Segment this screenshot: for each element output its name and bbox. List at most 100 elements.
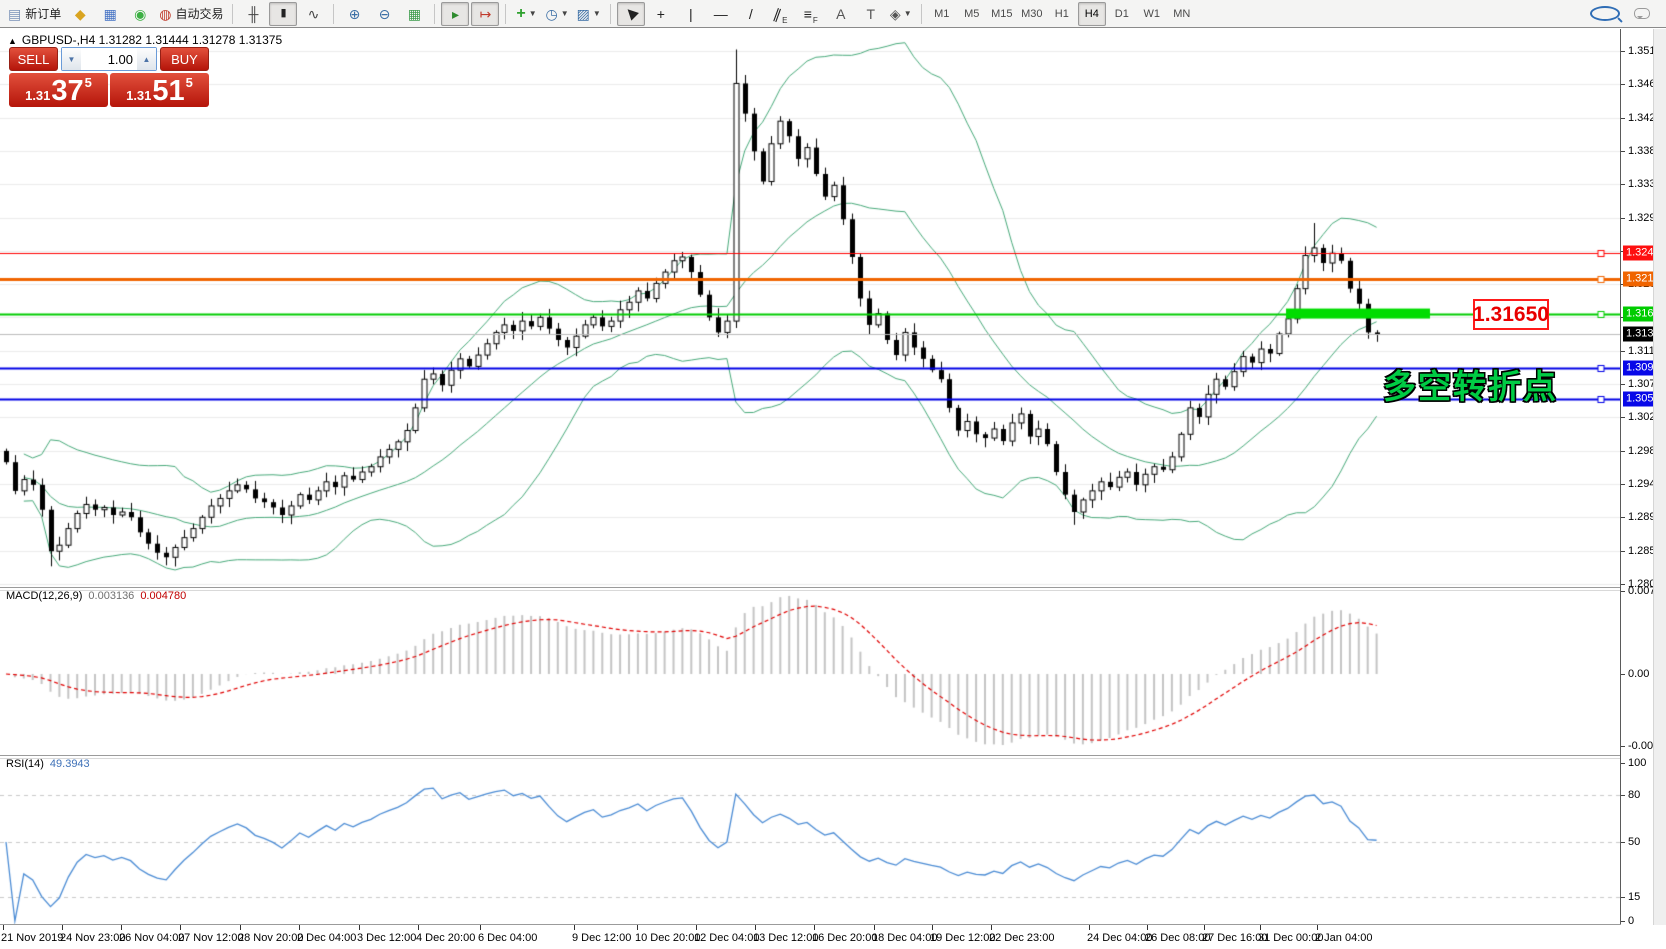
- toolbar-separator: [333, 3, 335, 24]
- macd-indicator-canvas[interactable]: [0, 588, 1620, 755]
- templates-icon[interactable]: ▨ ▼: [576, 5, 601, 22]
- chart-shift-icon[interactable]: ↦: [471, 1, 500, 26]
- toolbar-separator: [609, 3, 611, 24]
- tile-windows-icon[interactable]: ▦: [407, 5, 422, 22]
- timeframe-m5-button[interactable]: M5: [964, 7, 980, 20]
- macd-axis-label: 0.00: [1628, 668, 1650, 680]
- date-axis-label: 16 Dec 20:00: [812, 932, 878, 944]
- date-axis-label: 10 Dec 20:00: [635, 932, 701, 944]
- cursor-icon[interactable]: ▶: [616, 1, 645, 26]
- rsi-axis-label: 100: [1628, 757, 1647, 769]
- timeframe-h1-button[interactable]: H1: [1054, 7, 1069, 20]
- date-tick: [1204, 925, 1205, 930]
- vertical-line-icon[interactable]: |: [688, 5, 693, 22]
- date-axis[interactable]: 21 Nov 2019 24 Nov 23:00 26 Nov 04:00 27 No…: [0, 925, 1666, 949]
- turning-point-annotation[interactable]: 多空转折点: [1383, 368, 1558, 405]
- macd-name: MACD(12,26,9): [6, 590, 83, 602]
- rsi-value: 49.3943: [49, 758, 90, 770]
- rsi-axis-label: 50: [1628, 836, 1641, 848]
- text-label-icon[interactable]: T: [866, 5, 876, 22]
- sell-price-main: 37: [51, 75, 84, 107]
- volume-up-button[interactable]: ▲: [137, 48, 156, 70]
- equidistant-channel-icon[interactable]: ∥ E: [771, 4, 788, 25]
- main-chart-canvas[interactable]: [0, 29, 1620, 587]
- date-axis-label: 13 Dec 12:00: [753, 932, 819, 944]
- shapes-icon[interactable]: ◈ ▼: [889, 5, 912, 22]
- volume-down-button[interactable]: ▼: [62, 48, 81, 70]
- date-tick: [359, 925, 360, 930]
- rsi-axis-label: 80: [1628, 789, 1641, 801]
- axis-divider: [1620, 29, 1621, 924]
- timeframe-d1-button[interactable]: D1: [1114, 7, 1129, 20]
- buy-price-prefix: 1.31: [126, 88, 152, 103]
- volume-input[interactable]: [81, 48, 137, 70]
- date-tick: [3, 925, 4, 930]
- date-tick: [1260, 925, 1261, 930]
- date-axis-label: 4 Dec 20:00: [416, 932, 476, 944]
- price-level-label[interactable]: 1.31650: [1473, 299, 1549, 330]
- autotrading-button[interactable]: ◍ 自动交易: [159, 5, 224, 22]
- toolbar-separator: [434, 3, 436, 24]
- signals-icon[interactable]: ◉: [134, 5, 147, 22]
- date-tick: [62, 925, 63, 930]
- date-axis-label: 2 Dec 04:00: [297, 932, 357, 944]
- date-tick: [574, 925, 575, 930]
- date-axis-label: 21 Nov 2019: [1, 932, 64, 944]
- symbol-ohlc-text: GBPUSD-,H4 1.31282 1.31444 1.31278 1.313…: [21, 33, 283, 47]
- date-tick: [240, 925, 241, 930]
- new-chart-icon[interactable]: ▦: [103, 5, 117, 22]
- chart-title: ▲ GBPUSD-,H4 1.31282 1.31444 1.31278 1.31…: [8, 33, 282, 47]
- zoom-out-icon[interactable]: ⊖: [378, 5, 391, 22]
- crosshair-icon[interactable]: +: [656, 5, 665, 22]
- timeframe-m1-button[interactable]: M1: [934, 7, 950, 20]
- sell-price-button[interactable]: 1.31 37 5: [9, 73, 108, 107]
- text-icon[interactable]: A: [836, 5, 846, 22]
- periods-icon[interactable]: ◷ ▼: [545, 5, 569, 22]
- chat-icon[interactable]: [1634, 8, 1650, 19]
- rsi-label: RSI(14) 49.3943: [6, 758, 90, 770]
- buy-button[interactable]: BUY: [160, 47, 209, 71]
- bar-chart-icon[interactable]: ╫: [248, 5, 259, 22]
- date-axis-label: 28 Nov 20:00: [238, 932, 304, 944]
- new-order-button[interactable]: ▤ 新订单: [8, 5, 62, 22]
- date-tick: [755, 925, 756, 930]
- date-axis-label: 18 Dec 04:00: [872, 932, 938, 944]
- indicators-icon[interactable]: + ▼: [516, 4, 537, 22]
- quotes-icon[interactable]: ◆: [74, 5, 86, 22]
- date-axis-label: 31 Dec 00:00: [1258, 932, 1324, 944]
- zoom-in-icon[interactable]: ⊕: [348, 5, 361, 22]
- date-axis-label: 19 Dec 12:00: [930, 932, 996, 944]
- date-tick: [299, 925, 300, 930]
- one-click-trading-panel: SELL ▼ ▲ BUY 1.31 37 5 1.31 51 5: [9, 47, 209, 107]
- date-axis-label: 27 Nov 12:00: [178, 932, 244, 944]
- search-icon[interactable]: [1590, 6, 1620, 21]
- window-edge: [1653, 29, 1666, 949]
- date-axis-label: 24 Dec 04:00: [1087, 932, 1153, 944]
- timeframe-mn-button[interactable]: MN: [1173, 7, 1191, 20]
- timeframe-w1-button[interactable]: W1: [1143, 7, 1161, 20]
- rsi-axis-label: 15: [1628, 891, 1641, 903]
- rsi-name: RSI(14): [6, 758, 44, 770]
- buy-price-main: 51: [152, 75, 185, 107]
- timeframe-h4-button[interactable]: H4: [1077, 1, 1106, 26]
- autotrading-button-label: 自动交易: [175, 7, 224, 21]
- horizontal-line-icon[interactable]: —: [713, 5, 728, 22]
- buy-price-pip: 5: [185, 75, 193, 90]
- fibonacci-icon[interactable]: ≡ F: [803, 5, 818, 25]
- buy-price-button[interactable]: 1.31 51 5: [110, 73, 209, 107]
- timeframe-m30-button[interactable]: M30: [1021, 7, 1043, 20]
- date-axis-label: 26 Dec 08:00: [1145, 932, 1211, 944]
- auto-scroll-icon[interactable]: ▸: [441, 1, 470, 26]
- trendline-icon[interactable]: /: [748, 5, 753, 22]
- rsi-indicator-canvas[interactable]: [0, 756, 1620, 924]
- volume-stepper: ▼ ▲: [61, 47, 157, 71]
- panel-separator[interactable]: [0, 587, 1666, 591]
- date-tick: [180, 925, 181, 930]
- timeframe-m15-button[interactable]: M15: [991, 7, 1013, 20]
- collapse-triangle-icon[interactable]: ▲: [8, 36, 17, 46]
- toolbar: ▤ 新订单 ◆ ▦ ◉ ◍ 自动交易 ╫ ▮ ∿ ⊕ ⊖ ▦ ▸ ↦ + ▼ ◷ ▼ ▨ ▼ ▶ + | — / ∥ E ≡ F A T ◈ ▼ M…: [0, 0, 1666, 28]
- line-chart-icon[interactable]: ∿: [307, 5, 320, 22]
- candlestick-icon[interactable]: ▮: [269, 1, 298, 26]
- panel-separator[interactable]: [0, 755, 1666, 759]
- sell-button[interactable]: SELL: [9, 47, 58, 71]
